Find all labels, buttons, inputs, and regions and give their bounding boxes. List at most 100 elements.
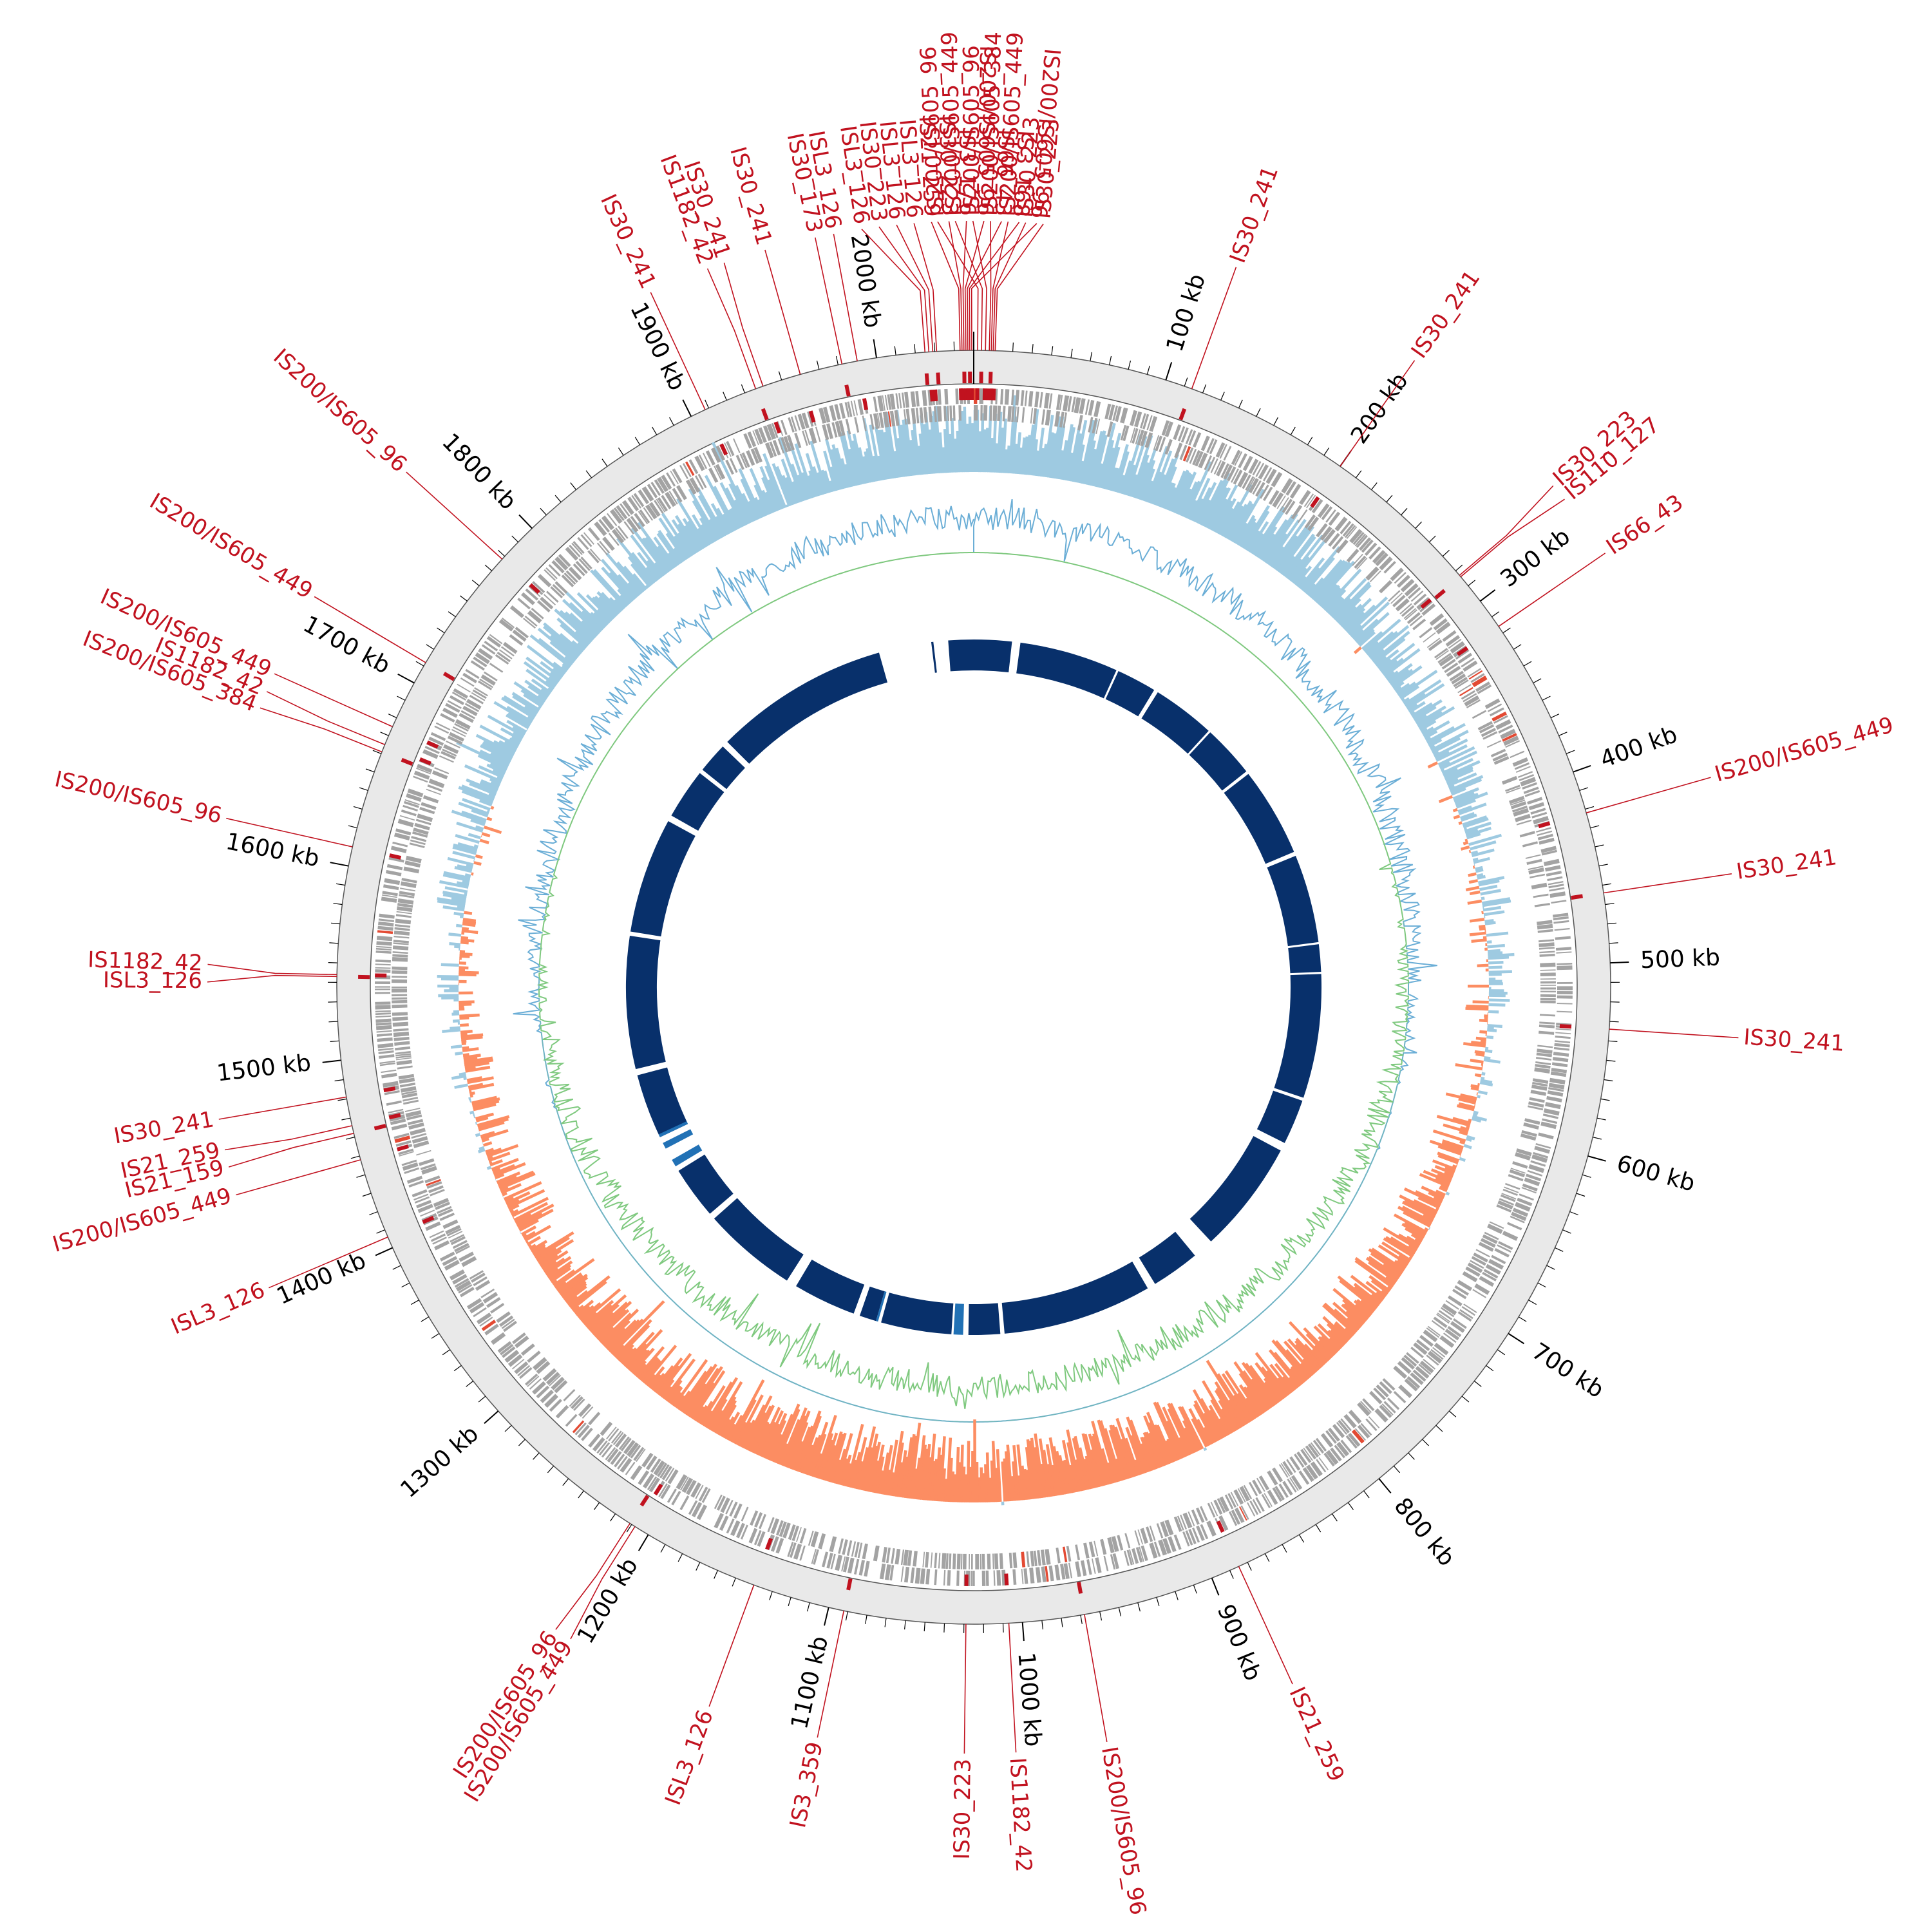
gene-feature bbox=[419, 1158, 435, 1166]
gene-feature bbox=[1032, 408, 1037, 424]
gc-content-bar bbox=[741, 493, 757, 522]
gc-content-bar bbox=[560, 1276, 589, 1298]
gc-content-bar bbox=[1028, 408, 1039, 476]
gc-content-bar bbox=[463, 1076, 467, 1081]
minor-tick bbox=[511, 535, 519, 543]
gene-feature bbox=[676, 1474, 688, 1490]
gc-content-bar bbox=[469, 1110, 475, 1115]
gene-feature bbox=[379, 913, 395, 919]
gene-feature bbox=[572, 1420, 585, 1434]
gene-feature bbox=[377, 1037, 393, 1042]
gc-content-bar bbox=[761, 477, 778, 512]
gene-feature bbox=[1300, 1448, 1312, 1463]
gc-content-bar bbox=[1265, 533, 1288, 564]
gc-content-bar bbox=[1459, 1140, 1466, 1145]
gene-feature bbox=[1461, 690, 1475, 700]
gc-content-bar bbox=[1178, 488, 1192, 516]
gc-content-bar bbox=[501, 696, 536, 719]
gc-content-bar bbox=[808, 1421, 829, 1476]
gc-content-bar bbox=[1303, 1327, 1334, 1359]
gc-content-bar bbox=[1397, 1206, 1432, 1226]
gene-feature bbox=[747, 431, 757, 448]
gene-feature bbox=[442, 707, 458, 718]
gc-content-bar bbox=[1339, 1279, 1377, 1311]
gc-content-bar bbox=[1019, 437, 1027, 475]
gene-feature bbox=[1557, 990, 1573, 995]
gene-feature bbox=[406, 1114, 422, 1121]
minor-tick bbox=[1323, 447, 1330, 456]
gene-feature bbox=[1325, 1430, 1337, 1444]
gc-content-bar bbox=[671, 519, 696, 555]
gene-feature bbox=[1556, 951, 1572, 954]
gc-content-bar bbox=[512, 726, 526, 735]
gene-feature bbox=[1045, 410, 1051, 426]
gene-feature bbox=[1086, 1559, 1092, 1575]
gene-feature bbox=[714, 1494, 723, 1510]
gene-feature bbox=[1103, 1555, 1109, 1571]
gene-feature bbox=[688, 459, 699, 475]
gc-content-bar bbox=[794, 1425, 814, 1472]
gene-feature bbox=[1419, 1360, 1434, 1374]
gc-content-bar bbox=[1066, 1442, 1080, 1492]
gene-feature bbox=[1493, 715, 1508, 724]
minor-tick bbox=[1518, 1316, 1527, 1322]
gene-feature bbox=[1537, 830, 1553, 837]
gc-content-bar bbox=[1373, 638, 1406, 665]
gc-content-bar bbox=[846, 430, 862, 486]
gene-feature bbox=[1410, 1372, 1424, 1385]
gene-feature bbox=[1034, 392, 1039, 408]
gene-feature bbox=[1332, 1424, 1345, 1438]
gene-feature bbox=[466, 1298, 482, 1310]
is-label-leader bbox=[570, 1526, 636, 1640]
gc-content-bar bbox=[1460, 1093, 1477, 1100]
gc-content-bar bbox=[564, 611, 596, 640]
gc-content-bar bbox=[525, 1240, 529, 1244]
gene-feature bbox=[1209, 439, 1218, 455]
gc-content-bar bbox=[954, 439, 958, 473]
gc-content-bar bbox=[883, 417, 896, 478]
is-label-leader bbox=[931, 222, 961, 351]
gene-feature bbox=[495, 654, 509, 665]
tick-label: 100 kb bbox=[1162, 271, 1211, 355]
gc-content-bar bbox=[845, 1424, 864, 1487]
gene-feature bbox=[404, 1167, 420, 1174]
gene-feature bbox=[949, 1553, 952, 1569]
gc-content-bar bbox=[1188, 477, 1211, 520]
gene-feature bbox=[1408, 587, 1421, 600]
gc-content-bar bbox=[452, 851, 476, 860]
gc-content-bar bbox=[1398, 1254, 1410, 1264]
gc-content-bar bbox=[658, 517, 688, 560]
gene-feature bbox=[1539, 1030, 1555, 1035]
gene-feature bbox=[1304, 514, 1316, 529]
gene-feature bbox=[404, 860, 421, 868]
gene-feature bbox=[1120, 424, 1127, 440]
gene-feature bbox=[1434, 648, 1448, 659]
is-element-label: IS3_359 bbox=[785, 1739, 828, 1830]
gene-feature bbox=[1206, 438, 1215, 453]
gene-feature bbox=[537, 574, 552, 587]
gc-content-bar bbox=[1088, 1434, 1104, 1486]
gc-content-bar bbox=[1055, 1450, 1066, 1495]
gene-feature bbox=[375, 1010, 391, 1013]
gc-content-bar bbox=[1269, 545, 1285, 567]
gc-content-bar bbox=[1445, 768, 1473, 783]
gc-content-bar bbox=[1081, 1433, 1098, 1488]
gene-feature bbox=[1173, 1534, 1182, 1550]
gc-content-bar bbox=[1478, 924, 1486, 929]
gene-feature bbox=[1427, 1350, 1443, 1364]
gc-content-bar bbox=[656, 545, 675, 569]
gene-feature bbox=[413, 775, 428, 783]
gc-content-bar bbox=[1302, 546, 1341, 592]
gene-feature bbox=[1044, 392, 1050, 409]
gene-feature bbox=[610, 509, 623, 524]
gene-feature bbox=[1404, 1378, 1418, 1392]
gc-content-bar bbox=[475, 854, 483, 859]
gene-feature bbox=[1040, 1549, 1046, 1566]
gene-feature bbox=[1280, 1463, 1291, 1477]
gene-feature bbox=[1252, 1479, 1262, 1495]
gc-content-bar bbox=[1167, 1403, 1194, 1455]
gene-feature bbox=[1379, 556, 1393, 571]
gc-content-bar bbox=[760, 1410, 784, 1458]
gc-content-bar bbox=[1305, 1332, 1332, 1360]
gene-feature bbox=[542, 1368, 557, 1382]
